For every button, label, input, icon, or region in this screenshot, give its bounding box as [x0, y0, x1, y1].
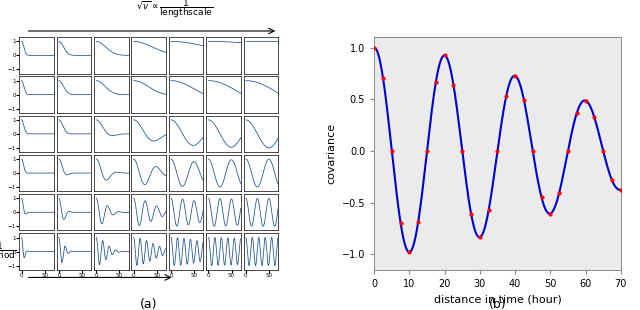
Text: $\sqrt{v} \propto \dfrac{1}{\mathrm{lengthscale}}$: $\sqrt{v} \propto \dfrac{1}{\mathrm{leng… — [136, 0, 213, 20]
X-axis label: distance in time (hour): distance in time (hour) — [434, 294, 561, 304]
Text: $\mu \propto \dfrac{1}{\mathrm{period}}$: $\mu \propto \dfrac{1}{\mathrm{period}}$ — [0, 240, 16, 263]
Text: (b): (b) — [489, 298, 506, 310]
Y-axis label: covariance: covariance — [326, 123, 336, 184]
Text: (a): (a) — [140, 298, 157, 310]
